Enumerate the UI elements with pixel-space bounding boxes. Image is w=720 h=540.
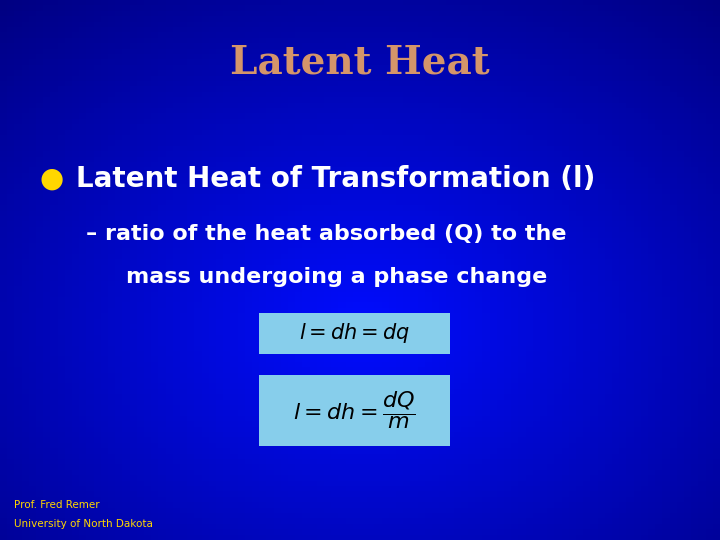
- Text: Prof. Fred Remer: Prof. Fred Remer: [14, 500, 100, 510]
- Text: – ratio of the heat absorbed (Q) to the: – ratio of the heat absorbed (Q) to the: [86, 224, 567, 244]
- FancyBboxPatch shape: [259, 313, 450, 354]
- Text: mass undergoing a phase change: mass undergoing a phase change: [126, 267, 547, 287]
- Text: ●: ●: [40, 165, 64, 193]
- Text: $l = dh = dq$: $l = dh = dq$: [299, 321, 410, 346]
- FancyBboxPatch shape: [259, 375, 450, 445]
- Text: $l = dh = \dfrac{dQ}{m}$: $l = dh = \dfrac{dQ}{m}$: [293, 389, 416, 431]
- Text: Latent Heat: Latent Heat: [230, 43, 490, 81]
- Text: University of North Dakota: University of North Dakota: [14, 519, 153, 529]
- Text: Latent Heat of Transformation (l): Latent Heat of Transformation (l): [76, 165, 595, 193]
